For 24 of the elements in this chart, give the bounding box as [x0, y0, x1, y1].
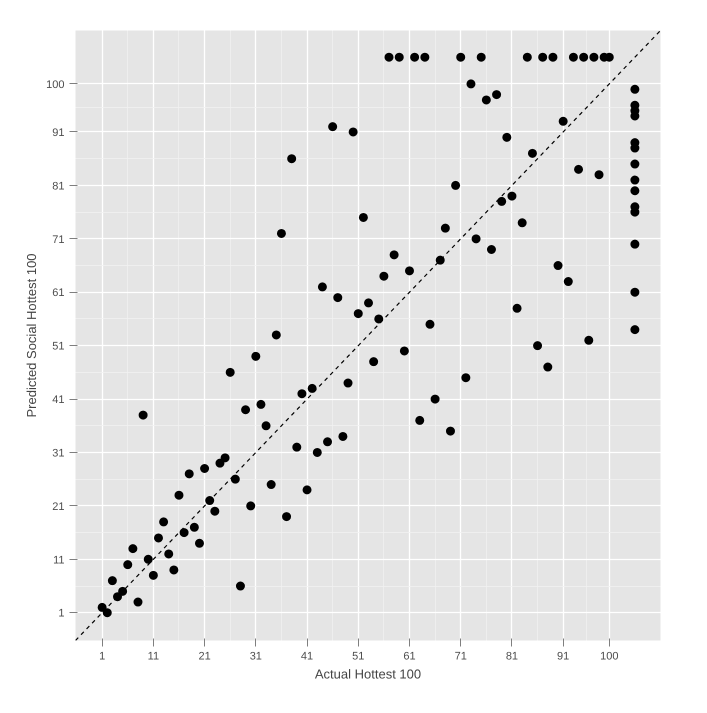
x-axis-title: Actual Hottest 100	[314, 666, 422, 682]
y-tick-label: 51	[52, 340, 65, 353]
y-tick-label: 41	[52, 394, 65, 406]
y-tick-label: 81	[52, 180, 65, 192]
x-tick-label: 51	[352, 650, 364, 662]
x-tick-label: 41	[300, 650, 314, 662]
y-tick-label: 21	[52, 500, 65, 513]
y-axis-title: Predicted Social Hottest 100	[24, 253, 40, 418]
y-tick-label: 61	[52, 287, 65, 300]
y-tick-label: 91	[52, 126, 65, 139]
x-tick-label: 31	[250, 650, 262, 662]
x-tick-label: 81	[506, 650, 518, 662]
y-tick-label: 11	[53, 554, 65, 566]
y-tick-label: 71	[52, 234, 65, 246]
x-tick-label: 71	[454, 650, 467, 662]
y-tick-label: 100	[46, 78, 65, 91]
y-tick-label: 31	[52, 447, 65, 460]
y-tick-label: 1	[58, 608, 65, 620]
x-tick-label: 1	[99, 650, 106, 662]
x-tick-label: 61	[403, 650, 416, 662]
x-tick-label: 100	[600, 650, 618, 662]
x-tick-label: 11	[148, 650, 160, 662]
x-tick-label: 21	[198, 650, 211, 662]
x-tick-label: 91	[557, 650, 570, 662]
